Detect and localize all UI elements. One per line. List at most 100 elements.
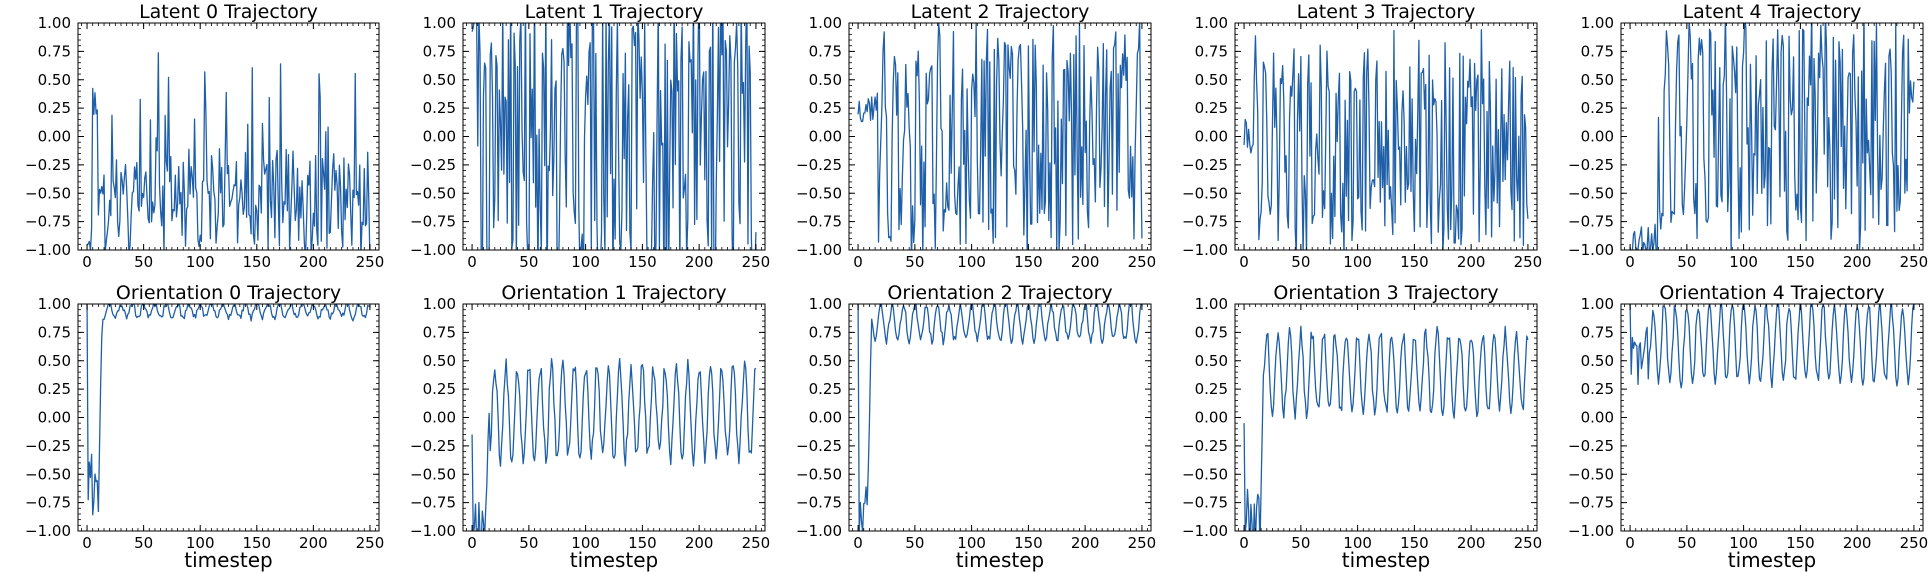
x-tick-label: 50 <box>1291 253 1310 271</box>
x-tick-label: 0 <box>853 534 863 552</box>
chart-panel-0: −1.00 −0.75 −0.50 −0.25 0.00 0.25 0.50 0.75 1.00… <box>25 1 384 271</box>
y-tick-label: 0.00 <box>1195 128 1228 146</box>
y-tick-label: −0.50 <box>1182 184 1228 202</box>
y-tick-label: −0.25 <box>1568 156 1614 174</box>
y-tick-label: 1.00 <box>1581 14 1614 32</box>
x-tick-label: 0 <box>82 534 92 552</box>
y-tick-label: −0.25 <box>1568 437 1614 455</box>
y-tick-label: 0.00 <box>1195 409 1228 427</box>
series-line-7-0 <box>857 304 1142 531</box>
x-tick-label: 100 <box>571 534 600 552</box>
x-tick-label: 100 <box>186 534 215 552</box>
x-tick-label: 200 <box>1457 253 1486 271</box>
y-tick-label: −1.00 <box>1182 241 1228 259</box>
plot-frame <box>462 303 766 532</box>
x-tick-label: 200 <box>1071 534 1100 552</box>
y-tick-label: −0.75 <box>1182 213 1228 231</box>
x-tick-label: 50 <box>1677 534 1696 552</box>
x-tick-label: 50 <box>519 534 538 552</box>
x-tick-label: 0 <box>853 253 863 271</box>
x-tick-label: 250 <box>1514 253 1543 271</box>
chart-panel-2: −1.00 −0.75 −0.50 −0.25 0.00 0.25 0.50 0.75 1.00… <box>796 1 1156 271</box>
x-tick-label: 150 <box>628 253 657 271</box>
y-tick-label: 1.00 <box>38 14 71 32</box>
y-tick-label: 0.50 <box>38 71 71 89</box>
y-tick-label: 0.75 <box>809 323 842 341</box>
y-tick-label: 0.00 <box>38 128 71 146</box>
y-tick-label: −0.25 <box>1182 156 1228 174</box>
y-tick-label: 0.00 <box>809 128 842 146</box>
chart-title: Latent 2 Trajectory <box>911 1 1090 23</box>
y-tick-label: 1.00 <box>809 14 842 32</box>
y-tick-label: 0.75 <box>809 42 842 60</box>
y-tick-label: −1.00 <box>1182 522 1228 540</box>
y-tick-label: 0.25 <box>38 99 71 117</box>
y-tick-label: 0.25 <box>38 380 71 398</box>
x-tick-label: 250 <box>356 534 385 552</box>
x-tick-label: 200 <box>1843 253 1872 271</box>
x-tick-label: 0 <box>467 534 477 552</box>
y-tick-label: 1.00 <box>1195 295 1228 313</box>
chart-title: Latent 1 Trajectory <box>525 1 704 23</box>
series-line-8-0 <box>1243 325 1529 531</box>
x-tick-label: 100 <box>1343 253 1372 271</box>
y-tick-label: 0.50 <box>1581 352 1614 370</box>
chart-panel-9: −1.00 −0.75 −0.50 −0.25 0.00 0.25 0.50 0.75 1.00… <box>1568 282 1928 572</box>
y-tick-label: −0.75 <box>25 494 71 512</box>
plot-frame <box>77 303 380 532</box>
series-line-1-0 <box>471 23 757 250</box>
y-tick-label: −0.75 <box>1182 494 1228 512</box>
series-line-0-0 <box>86 52 371 250</box>
y-tick-label: 0.25 <box>809 380 842 398</box>
x-tick-label: 0 <box>82 253 92 271</box>
x-tick-label: 250 <box>1128 253 1157 271</box>
x-tick-label: 0 <box>1239 253 1249 271</box>
y-tick-label: −0.75 <box>25 213 71 231</box>
x-tick-label: 150 <box>1400 534 1429 552</box>
series-line-2-0 <box>857 23 1143 250</box>
plot-frame <box>77 22 380 251</box>
y-tick-label: −0.50 <box>25 465 71 483</box>
x-tick-label: 250 <box>742 534 771 552</box>
y-tick-label: −1.00 <box>796 241 842 259</box>
y-tick-label: 0.50 <box>423 352 456 370</box>
y-tick-label: 1.00 <box>1581 295 1614 313</box>
y-tick-label: −1.00 <box>25 241 71 259</box>
y-tick-label: −0.75 <box>796 213 842 231</box>
y-tick-label: −0.25 <box>410 156 456 174</box>
x-axis-label: timestep <box>184 548 272 572</box>
y-tick-label: 0.00 <box>1581 409 1614 427</box>
x-tick-label: 200 <box>685 253 714 271</box>
chart-panel-3: −1.00 −0.75 −0.50 −0.25 0.00 0.25 0.50 0.75 1.00… <box>1182 1 1542 271</box>
y-tick-label: 0.75 <box>38 42 71 60</box>
x-tick-label: 150 <box>1786 253 1815 271</box>
y-tick-label: 0.50 <box>1581 71 1614 89</box>
y-tick-label: −0.25 <box>25 437 71 455</box>
x-tick-label: 50 <box>905 534 924 552</box>
chart-title: Latent 0 Trajectory <box>139 1 318 23</box>
y-tick-label: 1.00 <box>423 14 456 32</box>
x-tick-label: 200 <box>299 253 328 271</box>
x-tick-label: 150 <box>1400 253 1429 271</box>
x-axis-label: timestep <box>1728 548 1816 572</box>
x-tick-label: 200 <box>1071 253 1100 271</box>
y-tick-label: 0.25 <box>423 99 456 117</box>
y-tick-label: 0.50 <box>809 71 842 89</box>
y-tick-label: 0.75 <box>1581 323 1614 341</box>
y-tick-label: 0.00 <box>423 128 456 146</box>
x-tick-label: 50 <box>905 253 924 271</box>
x-tick-label: 0 <box>467 253 477 271</box>
chart-title: Orientation 0 Trajectory <box>116 282 341 304</box>
x-tick-label: 150 <box>1014 534 1043 552</box>
y-tick-label: −1.00 <box>1568 522 1614 540</box>
chart-panel-7: −1.00 −0.75 −0.50 −0.25 0.00 0.25 0.50 0.75 1.00… <box>796 282 1156 572</box>
y-tick-label: −1.00 <box>410 522 456 540</box>
x-tick-label: 150 <box>1786 534 1815 552</box>
y-tick-label: −0.25 <box>796 156 842 174</box>
y-tick-label: 0.25 <box>1195 99 1228 117</box>
y-tick-label: 0.75 <box>38 323 71 341</box>
y-tick-label: −0.50 <box>1182 465 1228 483</box>
x-tick-label: 0 <box>1625 253 1635 271</box>
x-tick-label: 50 <box>134 253 153 271</box>
y-tick-label: 0.50 <box>1195 352 1228 370</box>
